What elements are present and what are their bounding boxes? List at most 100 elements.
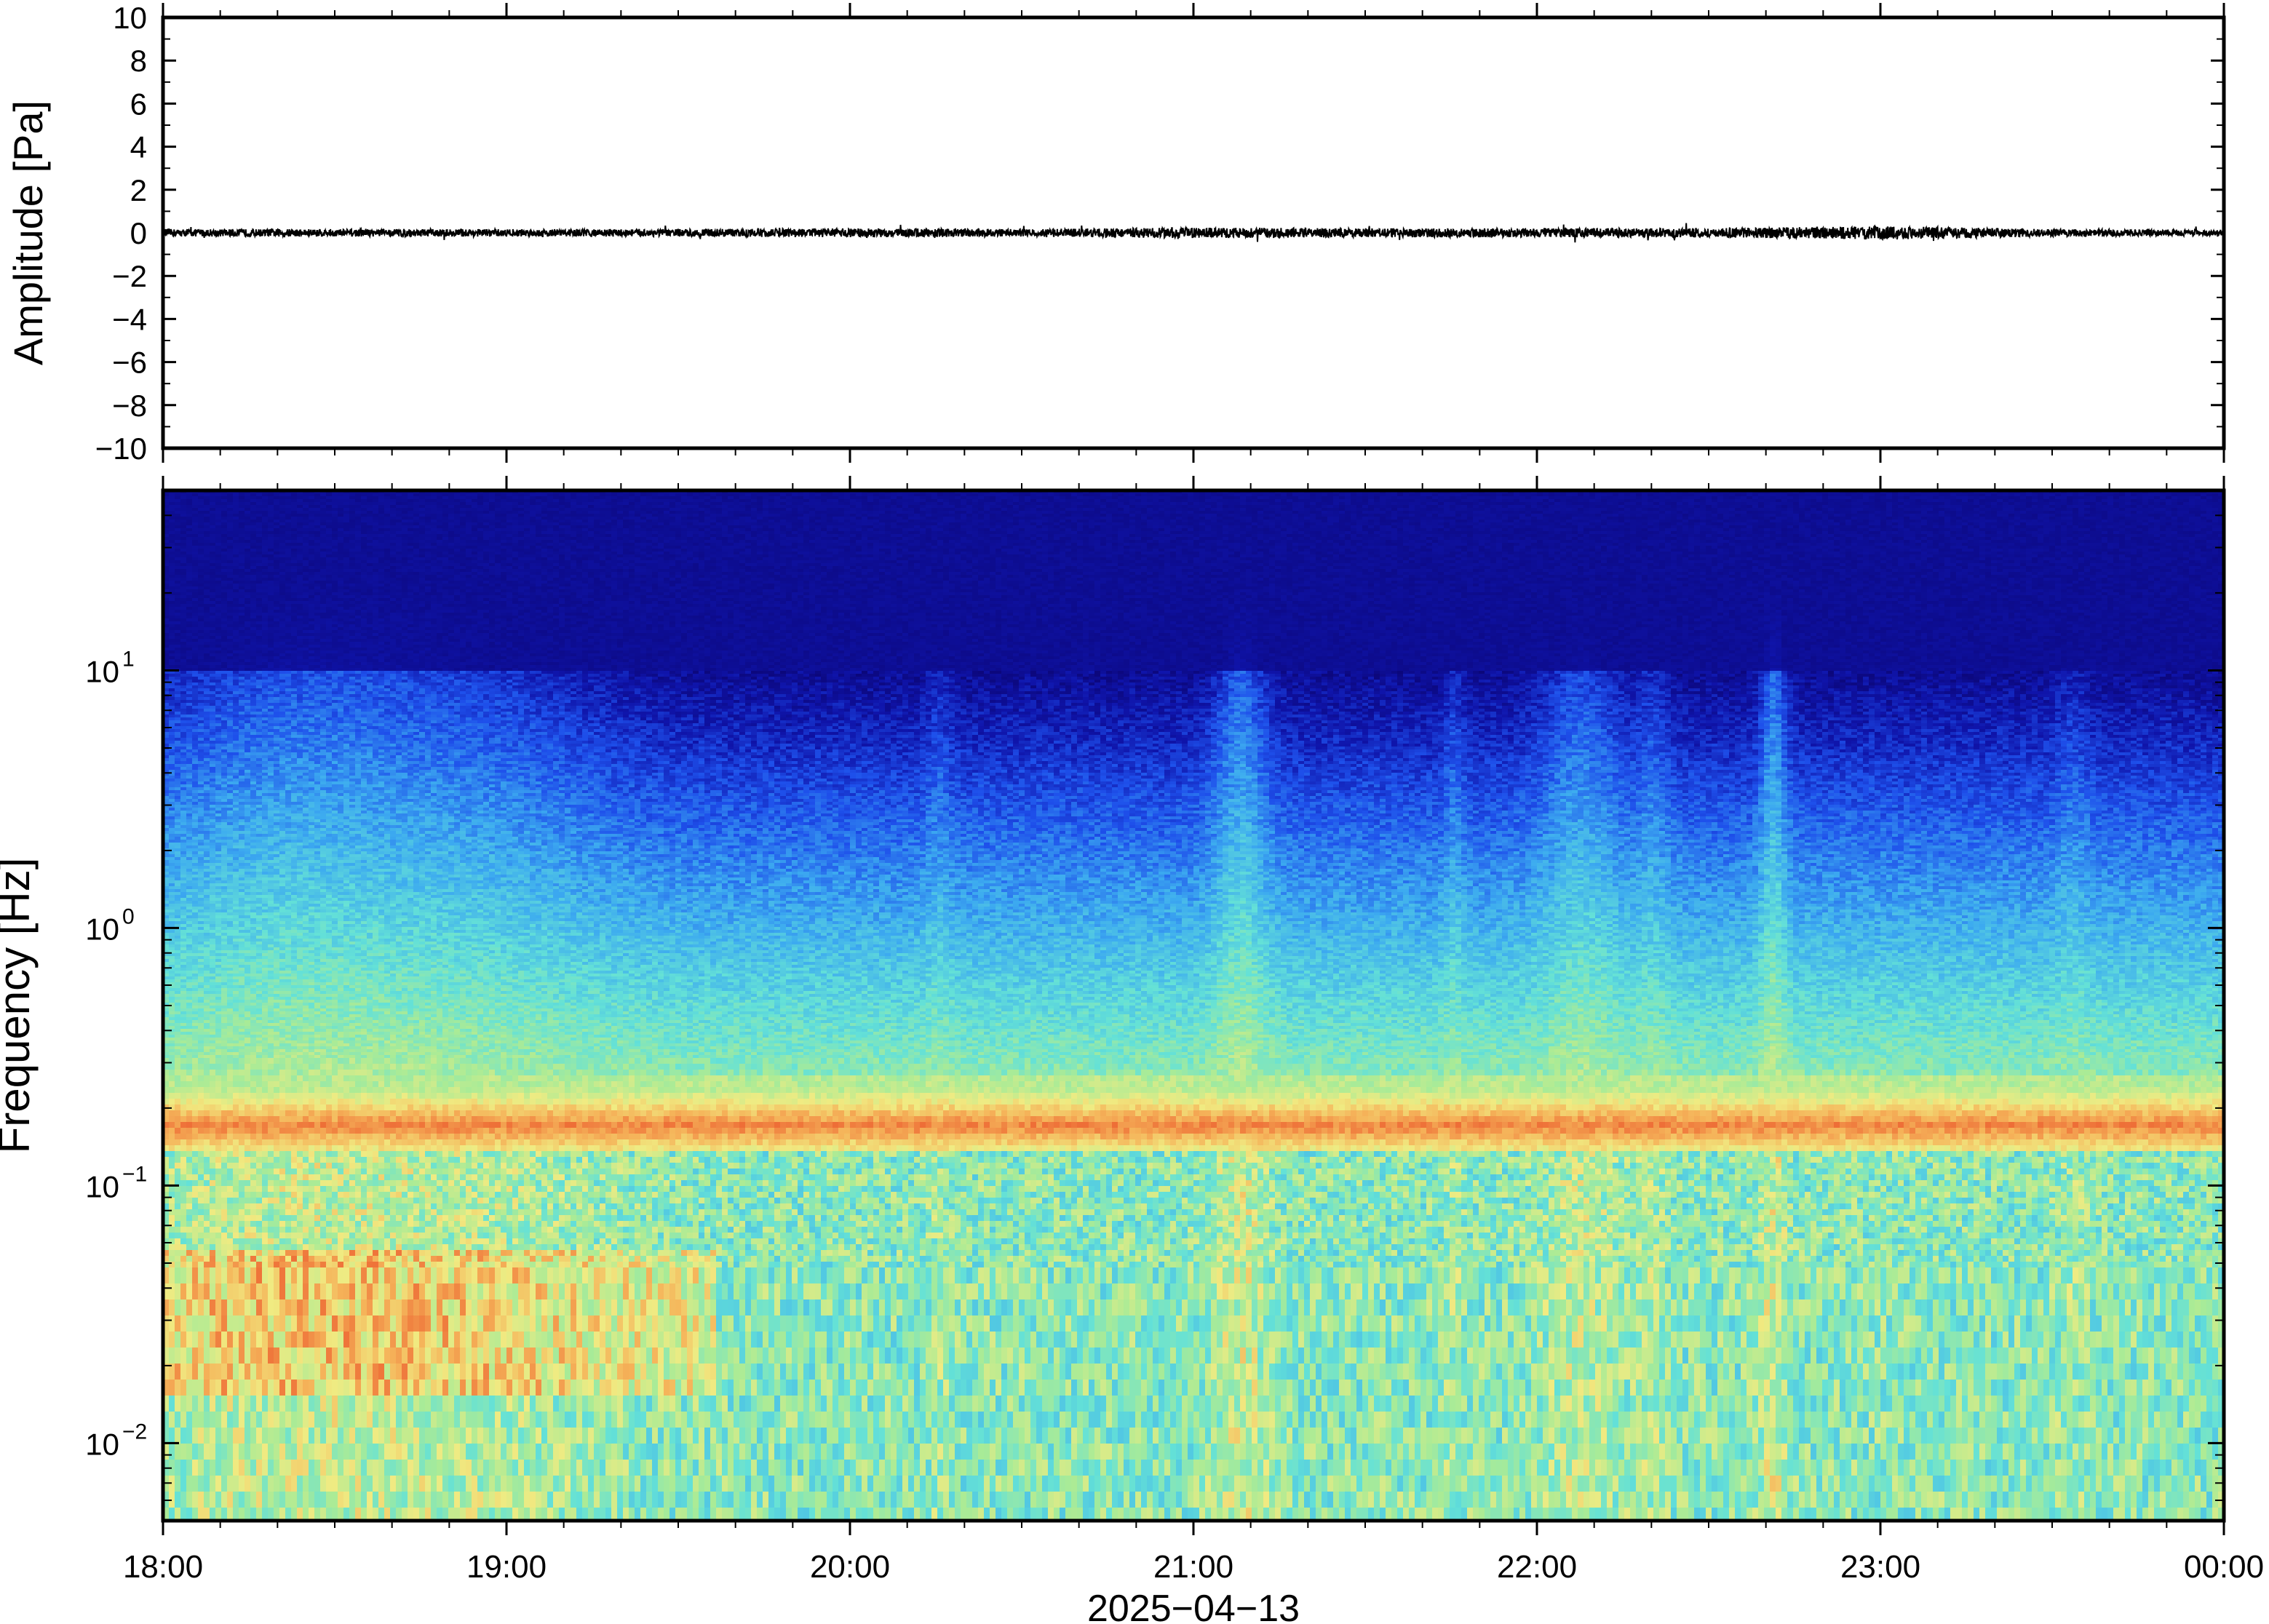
spectrogram-cell xyxy=(169,822,175,826)
spectrogram-cell xyxy=(192,1209,199,1216)
spectrogram-cell xyxy=(169,613,175,616)
spectrogram-cell xyxy=(175,1093,181,1099)
spectrogram-cell xyxy=(186,648,193,651)
spectrogram-cell xyxy=(186,770,193,773)
spectrogram-cell xyxy=(169,912,175,916)
spectrogram-cell xyxy=(175,1017,181,1021)
spectrogram-cell xyxy=(169,540,175,544)
spectrogram-cell xyxy=(198,933,204,936)
spectrogram-cell xyxy=(186,1134,193,1140)
spectrogram-cell xyxy=(204,691,210,695)
spectrogram-cell xyxy=(204,1070,210,1076)
spectrogram-cell xyxy=(169,549,175,552)
spectrogram-cell xyxy=(186,514,193,517)
spectrogram-cell xyxy=(204,1035,210,1038)
spectrogram-cell xyxy=(210,784,216,788)
spectrogram-cell xyxy=(198,682,204,686)
spectrogram-cell xyxy=(186,840,193,843)
spectrogram-cell xyxy=(186,1087,193,1094)
spectrogram-cell xyxy=(180,991,187,995)
spectrogram-cell xyxy=(198,697,204,701)
spectrogram-cell xyxy=(204,1428,210,1444)
spectrogram-cell xyxy=(210,723,216,727)
spectrogram-cell xyxy=(186,1043,193,1047)
spectrogram-cell xyxy=(186,589,193,593)
spectrogram-cell xyxy=(215,723,222,727)
spectrogram-cell xyxy=(215,749,222,753)
spectrogram-cell xyxy=(204,1256,210,1262)
spectrogram-cell xyxy=(198,540,204,544)
spectrogram-cell xyxy=(198,953,204,957)
spectrogram-cell xyxy=(210,1348,216,1364)
spectrogram-cell xyxy=(186,953,193,957)
spectrogram-cell xyxy=(192,1186,199,1193)
spectrogram-cell xyxy=(198,883,204,887)
spectrogram-cell xyxy=(186,869,193,872)
spectrogram-cell xyxy=(192,604,199,608)
spectrogram-cell xyxy=(169,496,175,500)
spectrogram-cell xyxy=(215,511,222,514)
spectrogram-cell xyxy=(215,744,222,747)
spectrogram-cell xyxy=(186,875,193,878)
spectrogram-cell xyxy=(198,959,204,963)
spectrogram-cell xyxy=(169,1186,175,1193)
spectrogram-cell xyxy=(192,1032,199,1035)
spectrogram-cell xyxy=(204,869,210,872)
spectrogram-cell xyxy=(215,581,222,584)
spectrogram-cell xyxy=(204,729,210,733)
spectrogram-cell xyxy=(198,892,204,896)
spectrogram-cell xyxy=(210,837,216,840)
waveform-y-tick-label: −2 xyxy=(112,259,147,293)
spectrogram-cell xyxy=(192,875,199,878)
spectrogram-cell xyxy=(198,1192,204,1198)
spectrogram-cell xyxy=(175,872,181,875)
spectrogram-cell xyxy=(204,546,210,549)
spectrogram-cell xyxy=(198,1198,204,1204)
spectrogram-cell xyxy=(210,971,216,974)
spectrogram-cell xyxy=(192,1122,199,1129)
spectrogram-cell xyxy=(180,1192,187,1198)
spectrogram-cell xyxy=(204,773,210,776)
spectrogram-cell xyxy=(198,581,204,584)
spectrogram-cell xyxy=(175,994,181,998)
spectrogram-cell xyxy=(192,557,199,561)
spectrogram-cell xyxy=(210,694,216,698)
spectrogram-cell xyxy=(198,1380,204,1396)
spectrogram-cell xyxy=(180,1460,187,1476)
spectrogram-cell xyxy=(210,857,216,861)
spectrogram-cell xyxy=(180,936,187,939)
spectrogram-cell xyxy=(186,493,193,497)
spectrogram-cell xyxy=(186,668,193,672)
spectrogram-cell xyxy=(192,962,199,966)
spectrogram-cell xyxy=(204,779,210,782)
spectrogram-cell xyxy=(186,738,193,741)
spectrogram-cell xyxy=(210,1075,216,1082)
spectrogram-cell xyxy=(198,1299,204,1316)
spectrogram-cell xyxy=(198,496,204,500)
spectrogram-cell xyxy=(204,781,210,785)
spectrogram-cell xyxy=(204,604,210,608)
spectrogram-cell xyxy=(210,1099,216,1105)
spectrogram-cell xyxy=(204,1163,210,1169)
spectrogram-cell xyxy=(204,616,210,619)
spectrogram-cell xyxy=(192,892,199,896)
spectrogram-cell xyxy=(180,962,187,966)
spectrogram-cell xyxy=(210,793,216,797)
spectrogram-cell xyxy=(175,866,181,869)
spectrogram-cell xyxy=(204,621,210,625)
spectrogram-cell xyxy=(175,761,181,765)
spectrogram-cell xyxy=(169,729,175,733)
spectrogram-cell xyxy=(204,706,210,709)
spectrogram-cell xyxy=(175,875,181,878)
spectrogram-cell xyxy=(192,994,199,998)
spectrogram-cell xyxy=(175,758,181,762)
spectrogram-cell xyxy=(204,805,210,808)
spectrogram-cell xyxy=(204,1169,210,1175)
spectrogram-cell xyxy=(210,610,216,613)
spectrogram-cell xyxy=(180,1299,187,1316)
spectrogram-cell xyxy=(204,1029,210,1032)
spectrogram-cell xyxy=(210,633,216,637)
spectrogram-cell xyxy=(169,1396,175,1412)
spectrogram-cell xyxy=(175,560,181,564)
spectrogram-cell xyxy=(180,805,187,808)
